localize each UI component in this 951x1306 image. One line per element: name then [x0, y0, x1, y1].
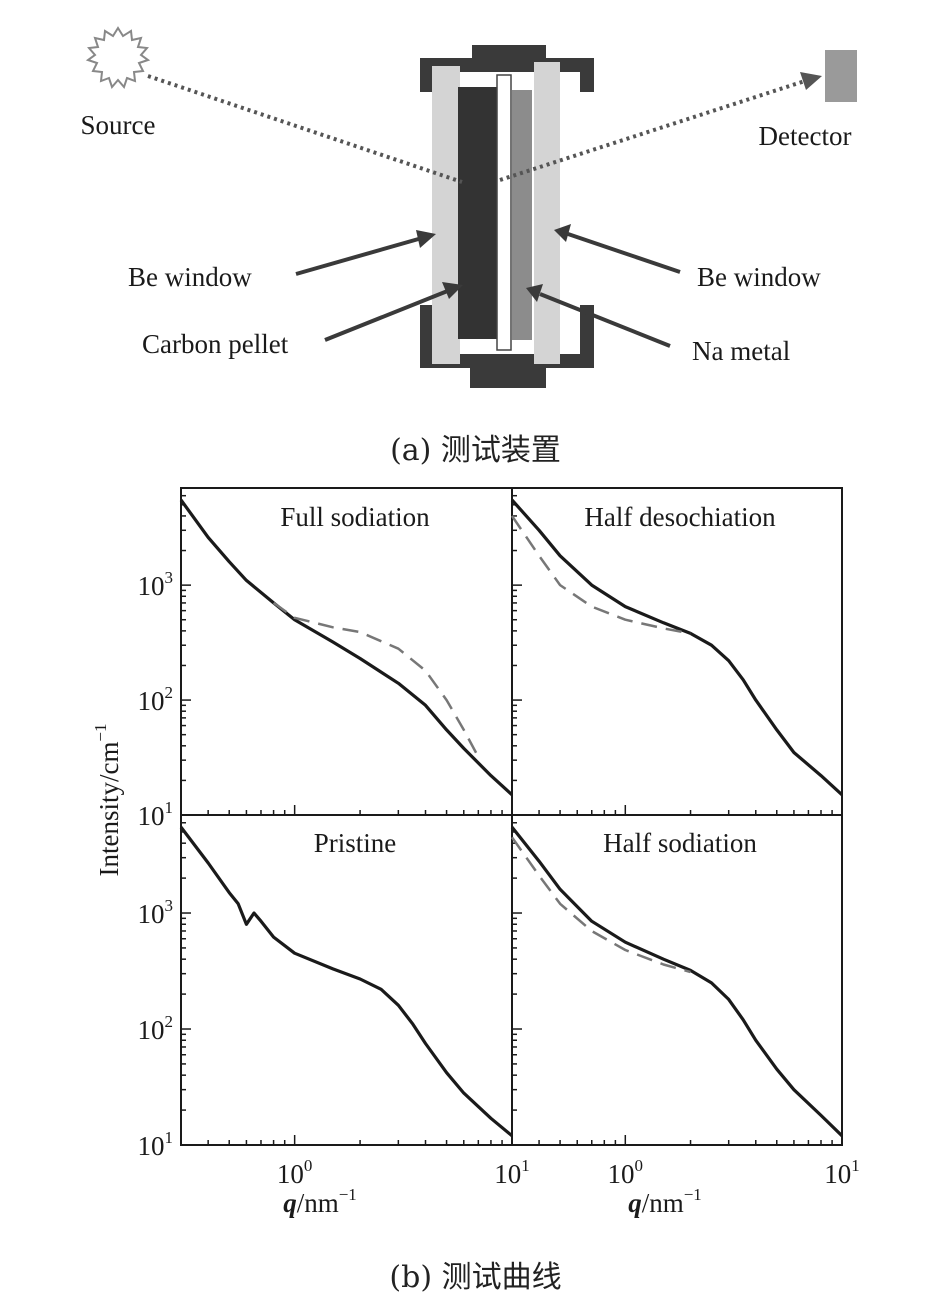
- x-axis-label-left: q/nm−1: [283, 1185, 357, 1218]
- source-label: Source: [81, 110, 156, 140]
- setup-diagram: Source Detector Be window Carbon pellet …: [81, 26, 857, 388]
- measured-curve: [510, 826, 844, 1137]
- panel-frame: [511, 814, 843, 1146]
- x-tick-label: 100: [277, 1156, 313, 1189]
- be-window-right: [534, 62, 560, 364]
- cell-housing-bottom: [420, 305, 594, 388]
- measured-curve: [179, 499, 514, 796]
- panel-title: Half sodiation: [603, 828, 757, 858]
- measured-curve: [179, 826, 514, 1138]
- y-tick-label: 103: [138, 568, 174, 601]
- x-tick-label: 100: [608, 1156, 644, 1189]
- y-tick-label: 102: [138, 683, 174, 716]
- na-metal: [512, 90, 532, 340]
- fit-curve: [510, 836, 691, 974]
- be-window-right-label: Be window: [697, 262, 821, 292]
- caption-b: (b) 测试曲线: [389, 1260, 562, 1295]
- y-tick-label: 102: [138, 1012, 174, 1045]
- detector-label: Detector: [759, 121, 852, 151]
- caption-a: (a) 测试装置: [390, 433, 561, 468]
- fit-curve: [510, 515, 691, 635]
- fit-curve: [272, 601, 480, 758]
- x-axis-label-right: q/nm−1: [628, 1185, 702, 1218]
- beam-scattered: [499, 78, 809, 182]
- y-tick-label: 103: [138, 896, 174, 929]
- panel-title: Pristine: [314, 828, 397, 858]
- beam-arrowhead: [800, 72, 822, 90]
- y-tick-label: 101: [138, 1128, 174, 1161]
- separator: [496, 74, 512, 351]
- y-tick-label: 101: [138, 798, 174, 831]
- be-window-left-label: Be window: [128, 262, 252, 292]
- x-tick-label: 101: [494, 1156, 530, 1189]
- panel-frame: [511, 487, 843, 816]
- carbon-pellet-label: Carbon pellet: [142, 329, 289, 359]
- be-window-left: [432, 66, 460, 364]
- pointer-arrows: [295, 224, 681, 348]
- detector-icon: [825, 50, 857, 102]
- cell-housing-top: [420, 45, 594, 92]
- x-tick-label: 101: [824, 1156, 860, 1189]
- beam-incident: [147, 74, 463, 184]
- panel-title: Half desochiation: [584, 502, 776, 532]
- panel-title: Full sodiation: [280, 502, 430, 532]
- na-metal-label: Na metal: [692, 336, 790, 366]
- measured-curve: [510, 498, 844, 796]
- source-icon: [85, 26, 151, 89]
- scattering-plots: Full sodiation Half desochiation Pristine H…: [91, 487, 860, 1218]
- panel-frame: [180, 814, 513, 1146]
- y-axis-label: Intensity/cm−1: [91, 723, 124, 876]
